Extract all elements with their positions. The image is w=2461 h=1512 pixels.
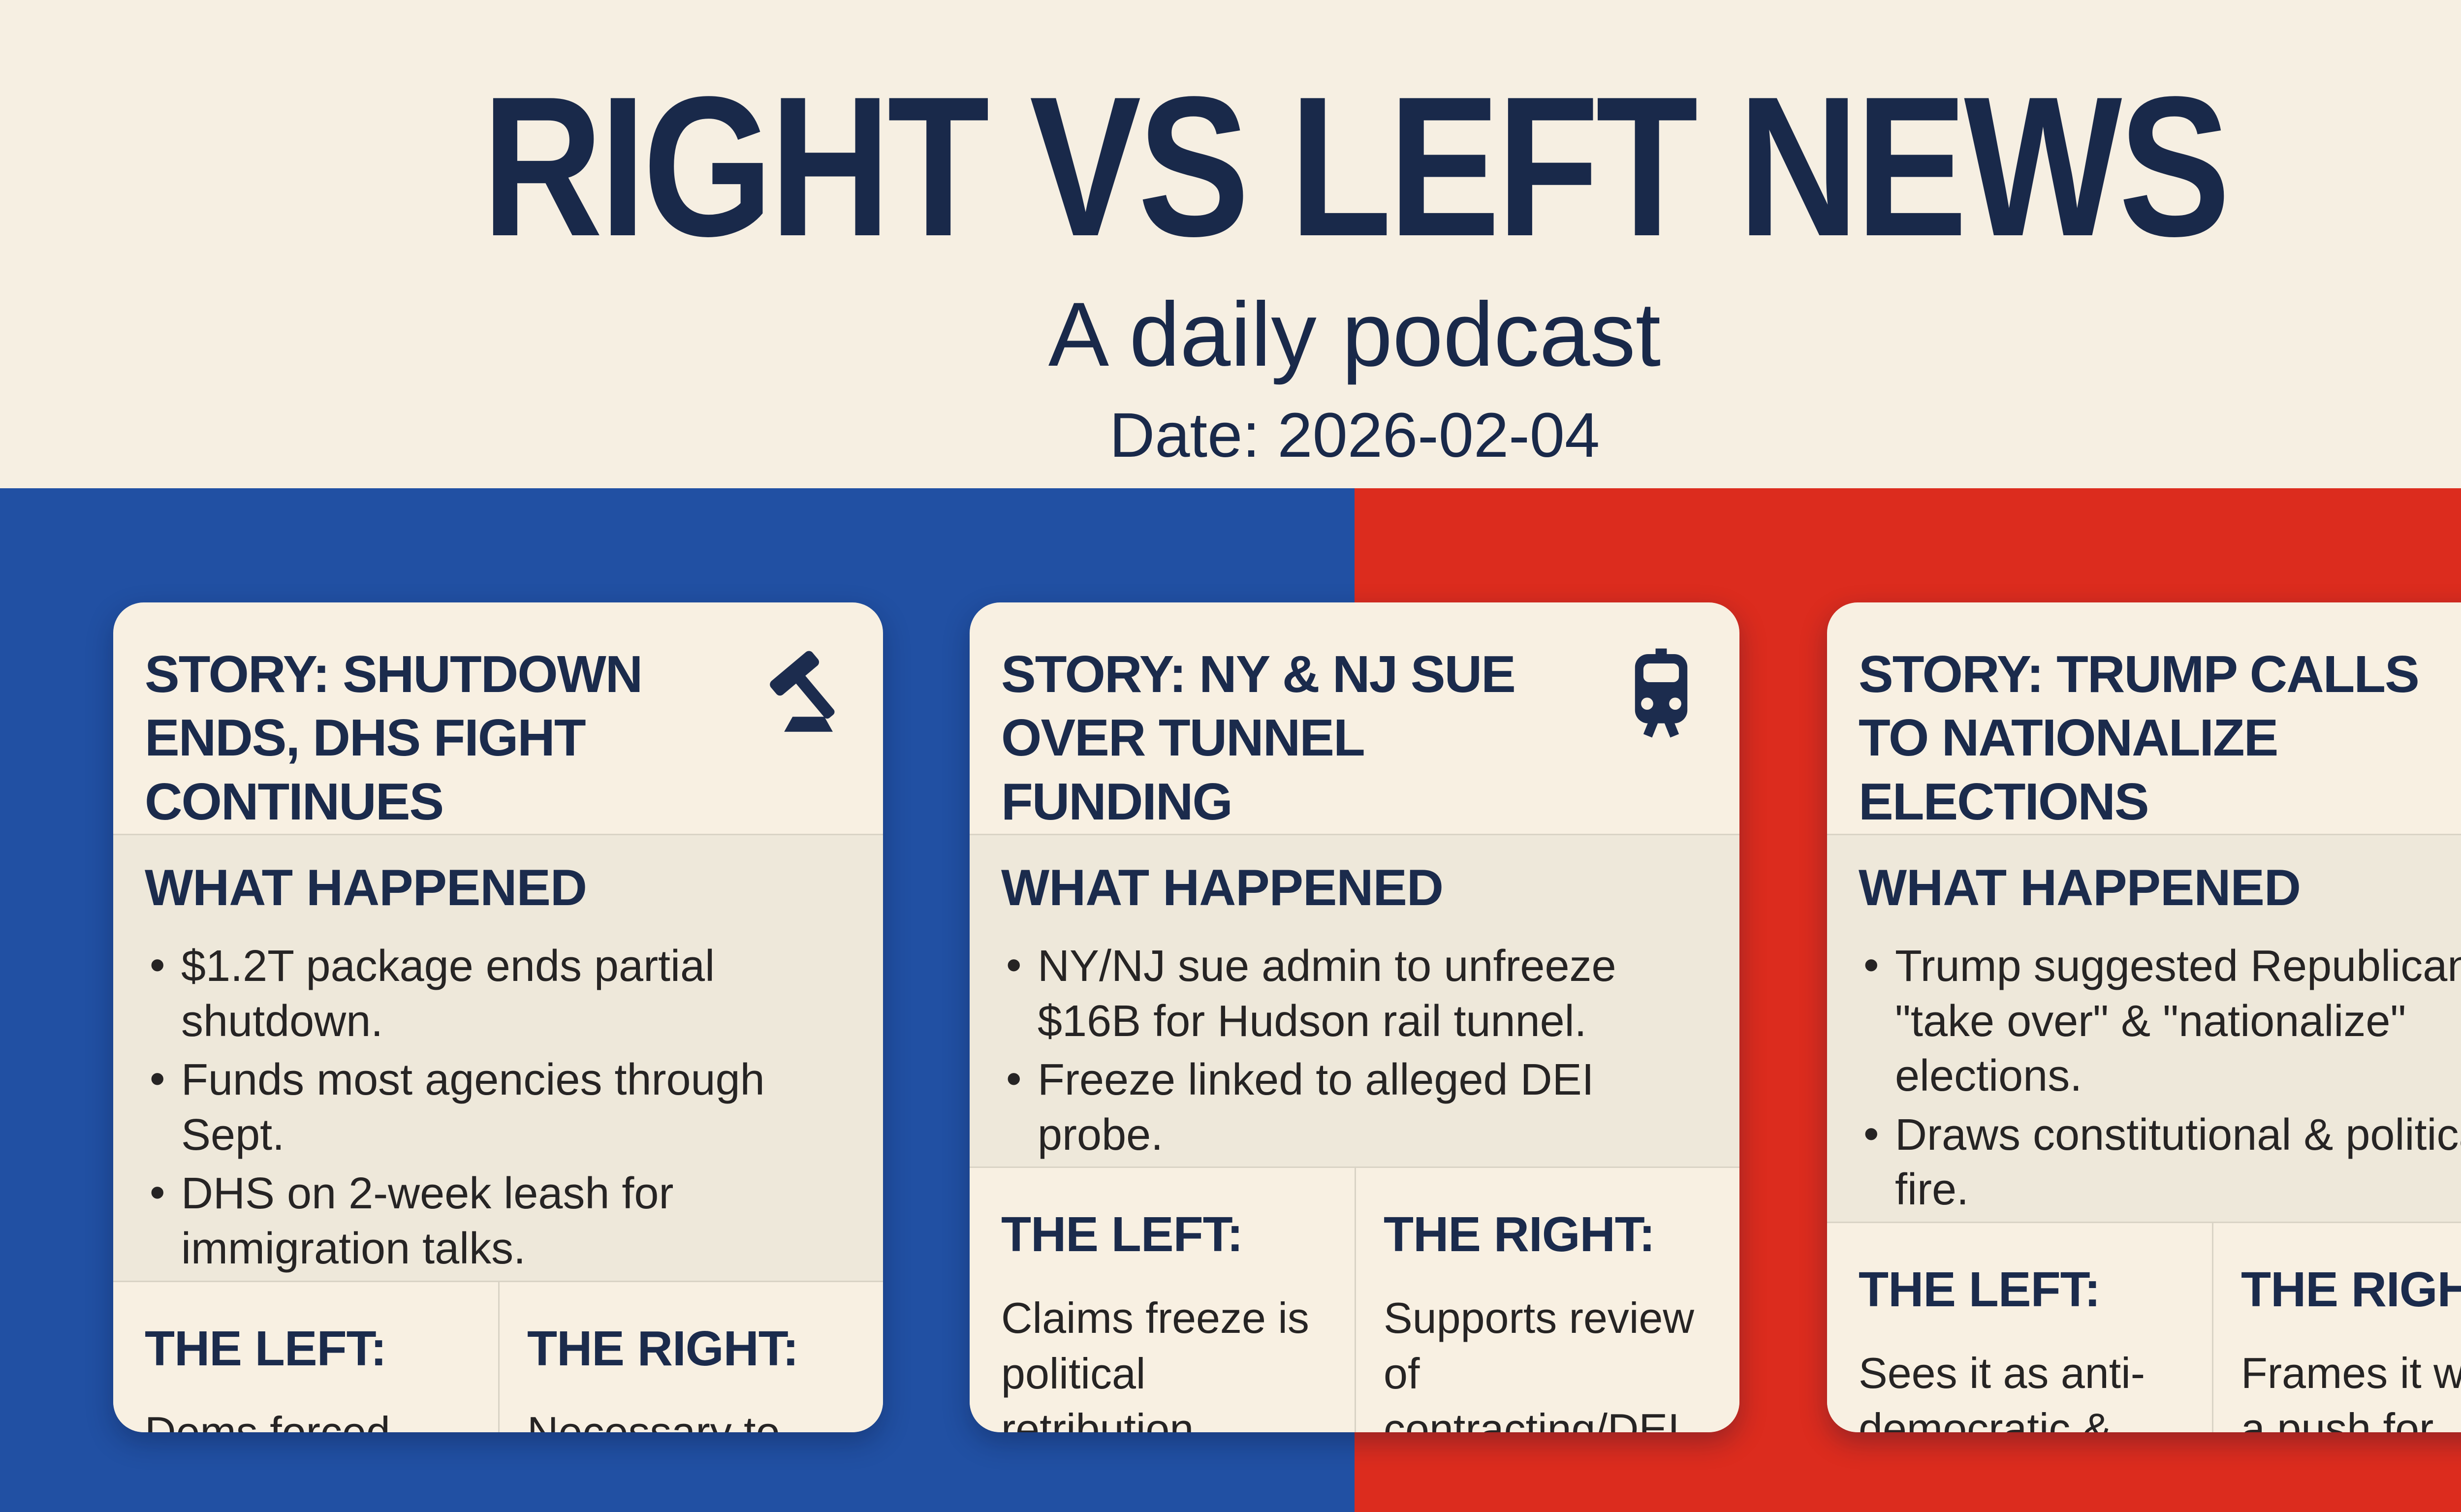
- left-column: THE LEFT: Sees it as anti-democratic & u…: [1827, 1223, 2212, 1432]
- top-cream-band: [0, 0, 2461, 488]
- what-happened-heading: WHAT HAPPENED: [145, 859, 587, 916]
- what-happened-heading: WHAT HAPPENED: [1859, 859, 2301, 916]
- bullet-item: $1.2T package ends partial shutdown.: [150, 938, 854, 1049]
- right-column: THE RIGHT: Supports review of contractin…: [1355, 1168, 1739, 1432]
- card-header: STORY: NY & NJ SUE OVER TUNNEL FUNDING: [970, 602, 1739, 834]
- story-card-shutdown: STORY: SHUTDOWN ENDS, DHS FIGHT CONTINUE…: [113, 602, 883, 1432]
- what-happened-section: WHAT HAPPENED Trump suggested Republican…: [1827, 833, 2461, 1223]
- what-happened-heading: WHAT HAPPENED: [1001, 859, 1444, 916]
- left-right-section: THE LEFT: Dems forced DHS timeline for a…: [113, 1282, 883, 1433]
- left-heading: THE LEFT:: [1001, 1207, 1243, 1262]
- card-header: STORY: SHUTDOWN ENDS, DHS FIGHT CONTINUE…: [113, 602, 883, 834]
- right-heading: THE RIGHT:: [1384, 1207, 1655, 1262]
- left-view-text: Claims freeze is political retribution, …: [1001, 1293, 1309, 1432]
- train-icon: [1614, 645, 1708, 738]
- right-view-text: Frames it within a push for election int…: [2241, 1348, 2461, 1432]
- left-column: THE LEFT: Dems forced DHS timeline for a…: [113, 1282, 498, 1433]
- what-happened-list: NY/NJ sue admin to unfreeze $16B for Hud…: [1001, 938, 1711, 1163]
- left-heading: THE LEFT:: [1859, 1261, 2101, 1317]
- left-heading: THE LEFT:: [145, 1321, 387, 1376]
- date-line: Date: 2026-02-04: [1109, 400, 1600, 471]
- bullet-item: Draws constitutional & political fire.: [1863, 1107, 2461, 1218]
- card-title: STORY: NY & NJ SUE OVER TUNNEL FUNDING: [1001, 645, 1516, 831]
- card-header: STORY: TRUMP CALLS TO NATIONALIZE ELECTI…: [1827, 602, 2461, 834]
- card-title: STORY: SHUTDOWN ENDS, DHS FIGHT CONTINUE…: [145, 645, 643, 831]
- left-right-section: THE LEFT: Claims freeze is political ret…: [970, 1168, 1739, 1432]
- what-happened-list: $1.2T package ends partial shutdown. Fun…: [145, 938, 854, 1277]
- left-column: THE LEFT: Claims freeze is political ret…: [970, 1168, 1355, 1432]
- left-view-text: Sees it as anti-democratic & unconstitut…: [1859, 1348, 2145, 1432]
- bullet-item: Trump suggested Republicans "take over" …: [1863, 938, 2461, 1104]
- what-happened-list: Trump suggested Republicans "take over" …: [1859, 938, 2461, 1218]
- bullet-item: Freeze linked to alleged DEI probe.: [1006, 1052, 1711, 1163]
- what-happened-section: WHAT HAPPENED $1.2T package ends partial…: [113, 833, 883, 1282]
- right-view-text: Necessary to reopen gov, preserves lever…: [527, 1407, 780, 1433]
- page-subtitle: A daily podcast: [1048, 284, 1661, 385]
- what-happened-section: WHAT HAPPENED NY/NJ sue admin to unfreez…: [970, 833, 1739, 1168]
- card-title: STORY: TRUMP CALLS TO NATIONALIZE ELECTI…: [1859, 645, 2420, 831]
- gavel-icon: [758, 645, 852, 738]
- bullet-item: NY/NJ sue admin to unfreeze $16B for Hud…: [1006, 938, 1711, 1049]
- bullet-item: Funds most agencies through Sept.: [150, 1052, 854, 1163]
- left-view-text: Dems forced DHS timeline for accountabil…: [145, 1407, 390, 1433]
- right-column: THE RIGHT: Frames it within a push for e…: [2212, 1223, 2461, 1432]
- page-title: RIGHT VS LEFT NEWS: [482, 55, 2230, 278]
- story-card-tunnel: STORY: NY & NJ SUE OVER TUNNEL FUNDING W…: [970, 602, 1739, 1432]
- right-view-text: Supports review of contracting/DEI compl…: [1384, 1293, 1694, 1432]
- right-heading: THE RIGHT:: [2241, 1261, 2461, 1317]
- right-heading: THE RIGHT:: [527, 1321, 799, 1376]
- bullet-item: DHS on 2-week leash for immigration talk…: [150, 1166, 854, 1276]
- masthead: RIGHT VS LEFT NEWS A daily podcast Date:…: [0, 0, 2461, 467]
- story-card-elections: STORY: TRUMP CALLS TO NATIONALIZE ELECTI…: [1827, 602, 2461, 1432]
- right-column: THE RIGHT: Necessary to reopen gov, pres…: [498, 1282, 883, 1433]
- left-right-section: THE LEFT: Sees it as anti-democratic & u…: [1827, 1223, 2461, 1432]
